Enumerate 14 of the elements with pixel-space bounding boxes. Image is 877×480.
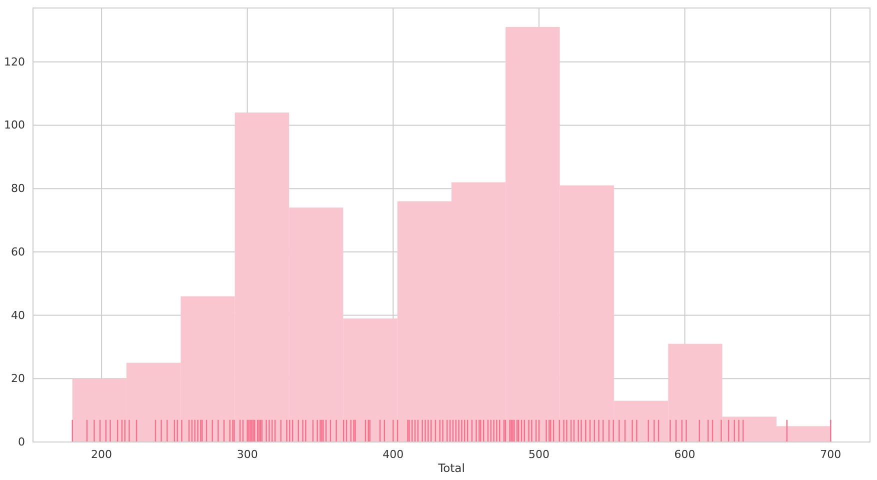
y-tick-label: 80 (11, 182, 25, 196)
x-tick-label: 600 (674, 448, 696, 461)
x-tick-label: 400 (382, 448, 404, 461)
x-tick-label: 300 (236, 448, 258, 461)
y-tick-label: 40 (11, 308, 25, 322)
x-tick-label: 200 (91, 448, 112, 461)
y-tick-label: 120 (4, 55, 25, 68)
y-tick-label: 20 (11, 372, 25, 386)
x-tick-label: 700 (820, 448, 842, 461)
y-tick-label: 100 (4, 118, 25, 132)
x-tick-label: 500 (528, 448, 550, 461)
x-axis-title: Total (437, 461, 465, 475)
y-tick-label: 60 (11, 245, 25, 258)
y-tick-label: 0 (18, 436, 25, 449)
